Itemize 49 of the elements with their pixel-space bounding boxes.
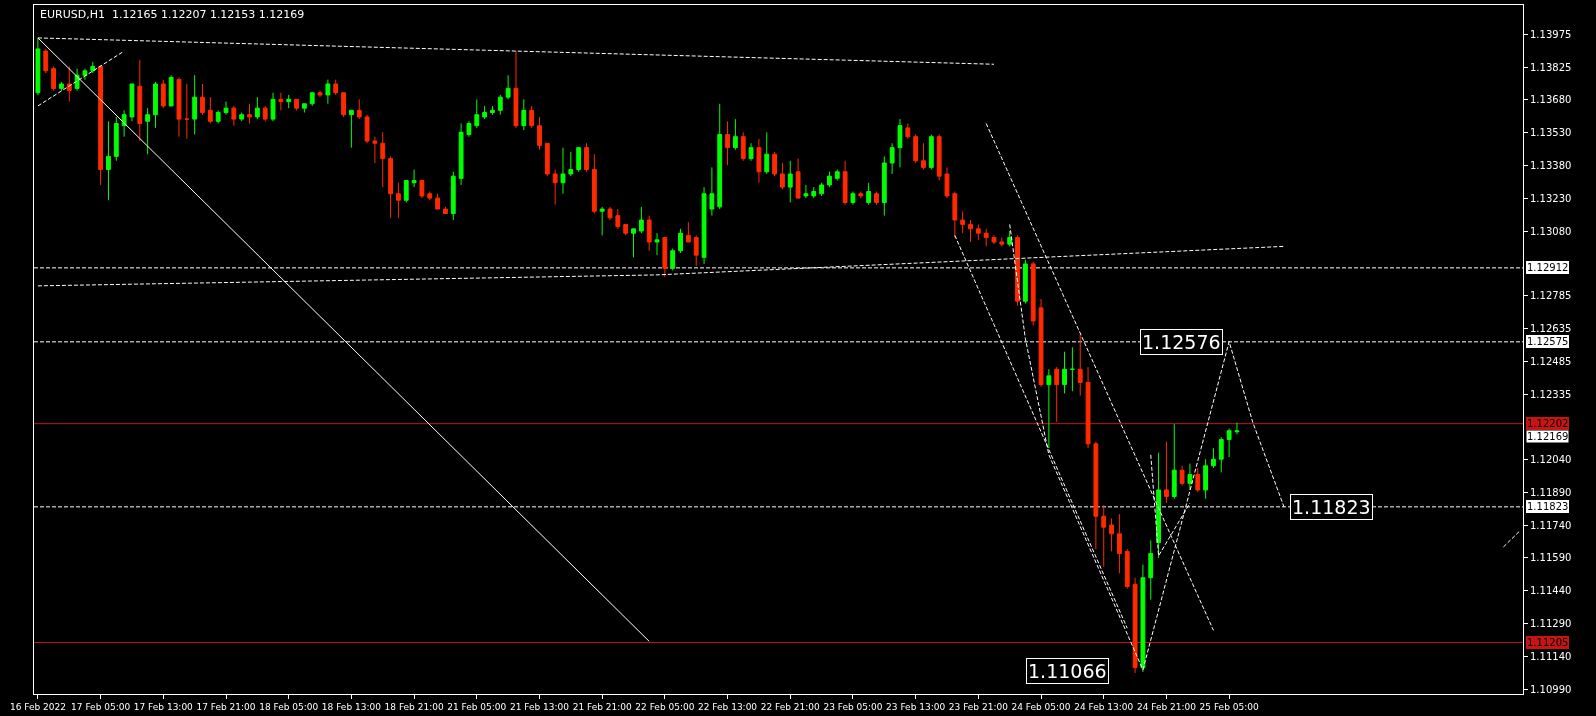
y-tick-label: 1.11440 bbox=[1530, 585, 1572, 597]
x-tick-label: 24 Feb 21:00 bbox=[1136, 701, 1197, 712]
annotation: 1.11066 bbox=[1028, 660, 1107, 682]
x-tick-label: 22 Feb 05:00 bbox=[635, 701, 695, 712]
ref-line-label: 1.12912 bbox=[1527, 262, 1569, 273]
annotation: 1.12576 bbox=[1142, 331, 1221, 353]
x-tick-label: 17 Feb 21:00 bbox=[196, 701, 256, 712]
annotation: 1.11823 bbox=[1292, 496, 1371, 518]
y-tick-label: 1.12335 bbox=[1530, 388, 1572, 400]
y-tick-label: 1.12635 bbox=[1530, 323, 1572, 335]
y-tick-label: 1.12785 bbox=[1530, 290, 1572, 302]
y-tick-label: 1.13530 bbox=[1530, 126, 1572, 138]
x-tick-label: 25 Feb 05:00 bbox=[1199, 701, 1259, 712]
y-tick-label: 1.11290 bbox=[1530, 618, 1572, 630]
ref-line-label: 1.11823 bbox=[1527, 501, 1569, 512]
x-tick-label: 21 Feb 05:00 bbox=[447, 701, 507, 712]
x-tick-label: 17 Feb 05:00 bbox=[71, 701, 131, 712]
ref-line-label: 1.11205 bbox=[1527, 637, 1569, 648]
ref-line-label: 1.12202 bbox=[1527, 418, 1569, 429]
y-tick-label: 1.11890 bbox=[1530, 486, 1572, 498]
y-tick-label: 1.10990 bbox=[1530, 684, 1572, 696]
x-tick-label: 18 Feb 05:00 bbox=[259, 701, 319, 712]
x-tick-label: 22 Feb 13:00 bbox=[698, 701, 758, 712]
x-tick-label: 23 Feb 05:00 bbox=[823, 701, 883, 712]
ref-line-label: 1.12575 bbox=[1527, 336, 1569, 347]
x-tick-label: 24 Feb 13:00 bbox=[1074, 701, 1134, 712]
y-tick-label: 1.13230 bbox=[1530, 192, 1572, 204]
y-tick-label: 1.12485 bbox=[1530, 356, 1572, 368]
text: 1.12169 bbox=[1527, 431, 1569, 442]
y-tick-label: 1.12040 bbox=[1530, 453, 1572, 465]
y-tick-label: 1.13680 bbox=[1530, 93, 1572, 105]
chart-title: EURUSD,H1 1.12165 1.12207 1.12153 1.12169 bbox=[40, 8, 305, 21]
y-tick-label: 1.13380 bbox=[1530, 159, 1572, 171]
x-tick-label: 23 Feb 21:00 bbox=[948, 701, 1009, 712]
x-tick-label: 16 Feb 2022 bbox=[9, 701, 66, 712]
x-tick-label: 23 Feb 13:00 bbox=[886, 701, 946, 712]
y-tick-label: 1.13825 bbox=[1530, 62, 1572, 74]
x-tick-label: 17 Feb 13:00 bbox=[133, 701, 194, 712]
y-tick-label: 1.11740 bbox=[1530, 519, 1572, 531]
x-tick-label: 21 Feb 13:00 bbox=[509, 701, 570, 712]
x-tick-label: 18 Feb 13:00 bbox=[321, 701, 382, 712]
y-tick-label: 1.13975 bbox=[1530, 29, 1572, 41]
x-tick-label: 21 Feb 21:00 bbox=[572, 701, 632, 712]
x-tick-label: 24 Feb 05:00 bbox=[1011, 701, 1071, 712]
y-tick-label: 1.11140 bbox=[1530, 651, 1572, 663]
x-tick-label: 22 Feb 21:00 bbox=[760, 701, 821, 712]
x-tick-label: 18 Feb 21:00 bbox=[384, 701, 444, 712]
y-tick-label: 1.13080 bbox=[1530, 225, 1572, 237]
y-tick-label: 1.11590 bbox=[1530, 552, 1572, 564]
